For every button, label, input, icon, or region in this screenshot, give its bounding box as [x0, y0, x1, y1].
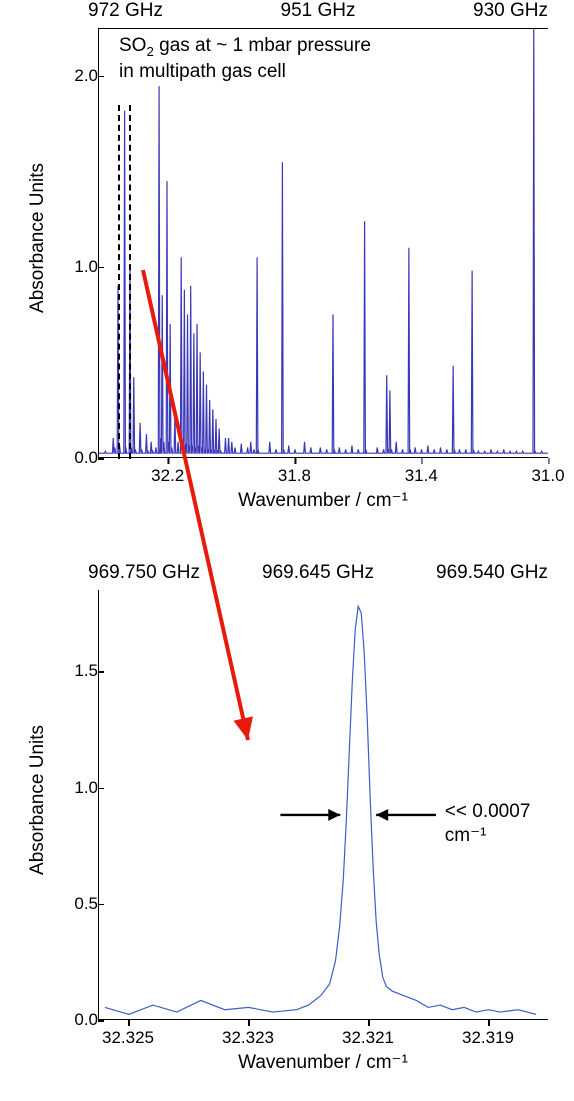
bottom-axis-label-left: 969.750 GHz [88, 562, 200, 590]
zoom-selection-box [118, 105, 131, 459]
x-tick-label: 32.321 [342, 1028, 394, 1048]
bottom-chart-plot-area: << 0.0007 cm⁻¹ [98, 590, 548, 1020]
top-axis-label-left: 972 GHz [88, 0, 163, 28]
x-tick-label: 31.4 [405, 466, 438, 486]
y-tick-label: 1.0 [58, 257, 98, 277]
top-chart-y-label: Absorbance Units [27, 163, 49, 313]
x-tick-label: 32.2 [151, 466, 184, 486]
y-tick-label: 0.0 [58, 1010, 98, 1030]
top-chart-secondary-axis: 972 GHz 951 GHz 930 GHz [18, 0, 558, 28]
top-axis-label-right: 930 GHz [473, 0, 548, 28]
bottom-chart: 969.750 GHz 969.645 GHz 969.540 GHz << 0… [18, 562, 558, 1082]
y-tick-label: 1.5 [58, 661, 98, 681]
x-tick-label: 31.8 [278, 466, 311, 486]
x-tick-label: 32.323 [222, 1028, 274, 1048]
bottom-chart-y-label: Absorbance Units [27, 725, 49, 875]
top-chart-plot-area: SO2 gas at ~ 1 mbar pressurein multipath… [98, 28, 548, 458]
x-tick-label: 31.0 [531, 466, 564, 486]
fwhm-label: << 0.0007 cm⁻¹ [445, 800, 548, 848]
y-tick-label: 2.0 [58, 66, 98, 86]
x-tick-label: 32.325 [102, 1028, 154, 1048]
y-tick-label: 1.0 [58, 778, 98, 798]
bottom-axis-label-right: 969.540 GHz [436, 562, 548, 590]
x-tick-label: 32.319 [462, 1028, 514, 1048]
top-chart-x-label: Wavenumber / cm⁻¹ [98, 489, 548, 512]
figure-container: 972 GHz 951 GHz 930 GHz SO2 gas at ~ 1 m… [0, 0, 574, 1101]
bottom-axis-label-center: 969.645 GHz [262, 562, 374, 590]
y-tick-label: 0.0 [58, 448, 98, 468]
top-chart: 972 GHz 951 GHz 930 GHz SO2 gas at ~ 1 m… [18, 0, 558, 520]
top-chart-annotation: SO2 gas at ~ 1 mbar pressurein multipath… [119, 34, 371, 84]
top-chart-spectrum-line [99, 29, 548, 457]
bottom-chart-x-label: Wavenumber / cm⁻¹ [98, 1051, 548, 1074]
bottom-chart-secondary-axis: 969.750 GHz 969.645 GHz 969.540 GHz [18, 562, 558, 590]
y-tick-label: 0.5 [58, 894, 98, 914]
top-axis-label-center: 951 GHz [281, 0, 356, 28]
